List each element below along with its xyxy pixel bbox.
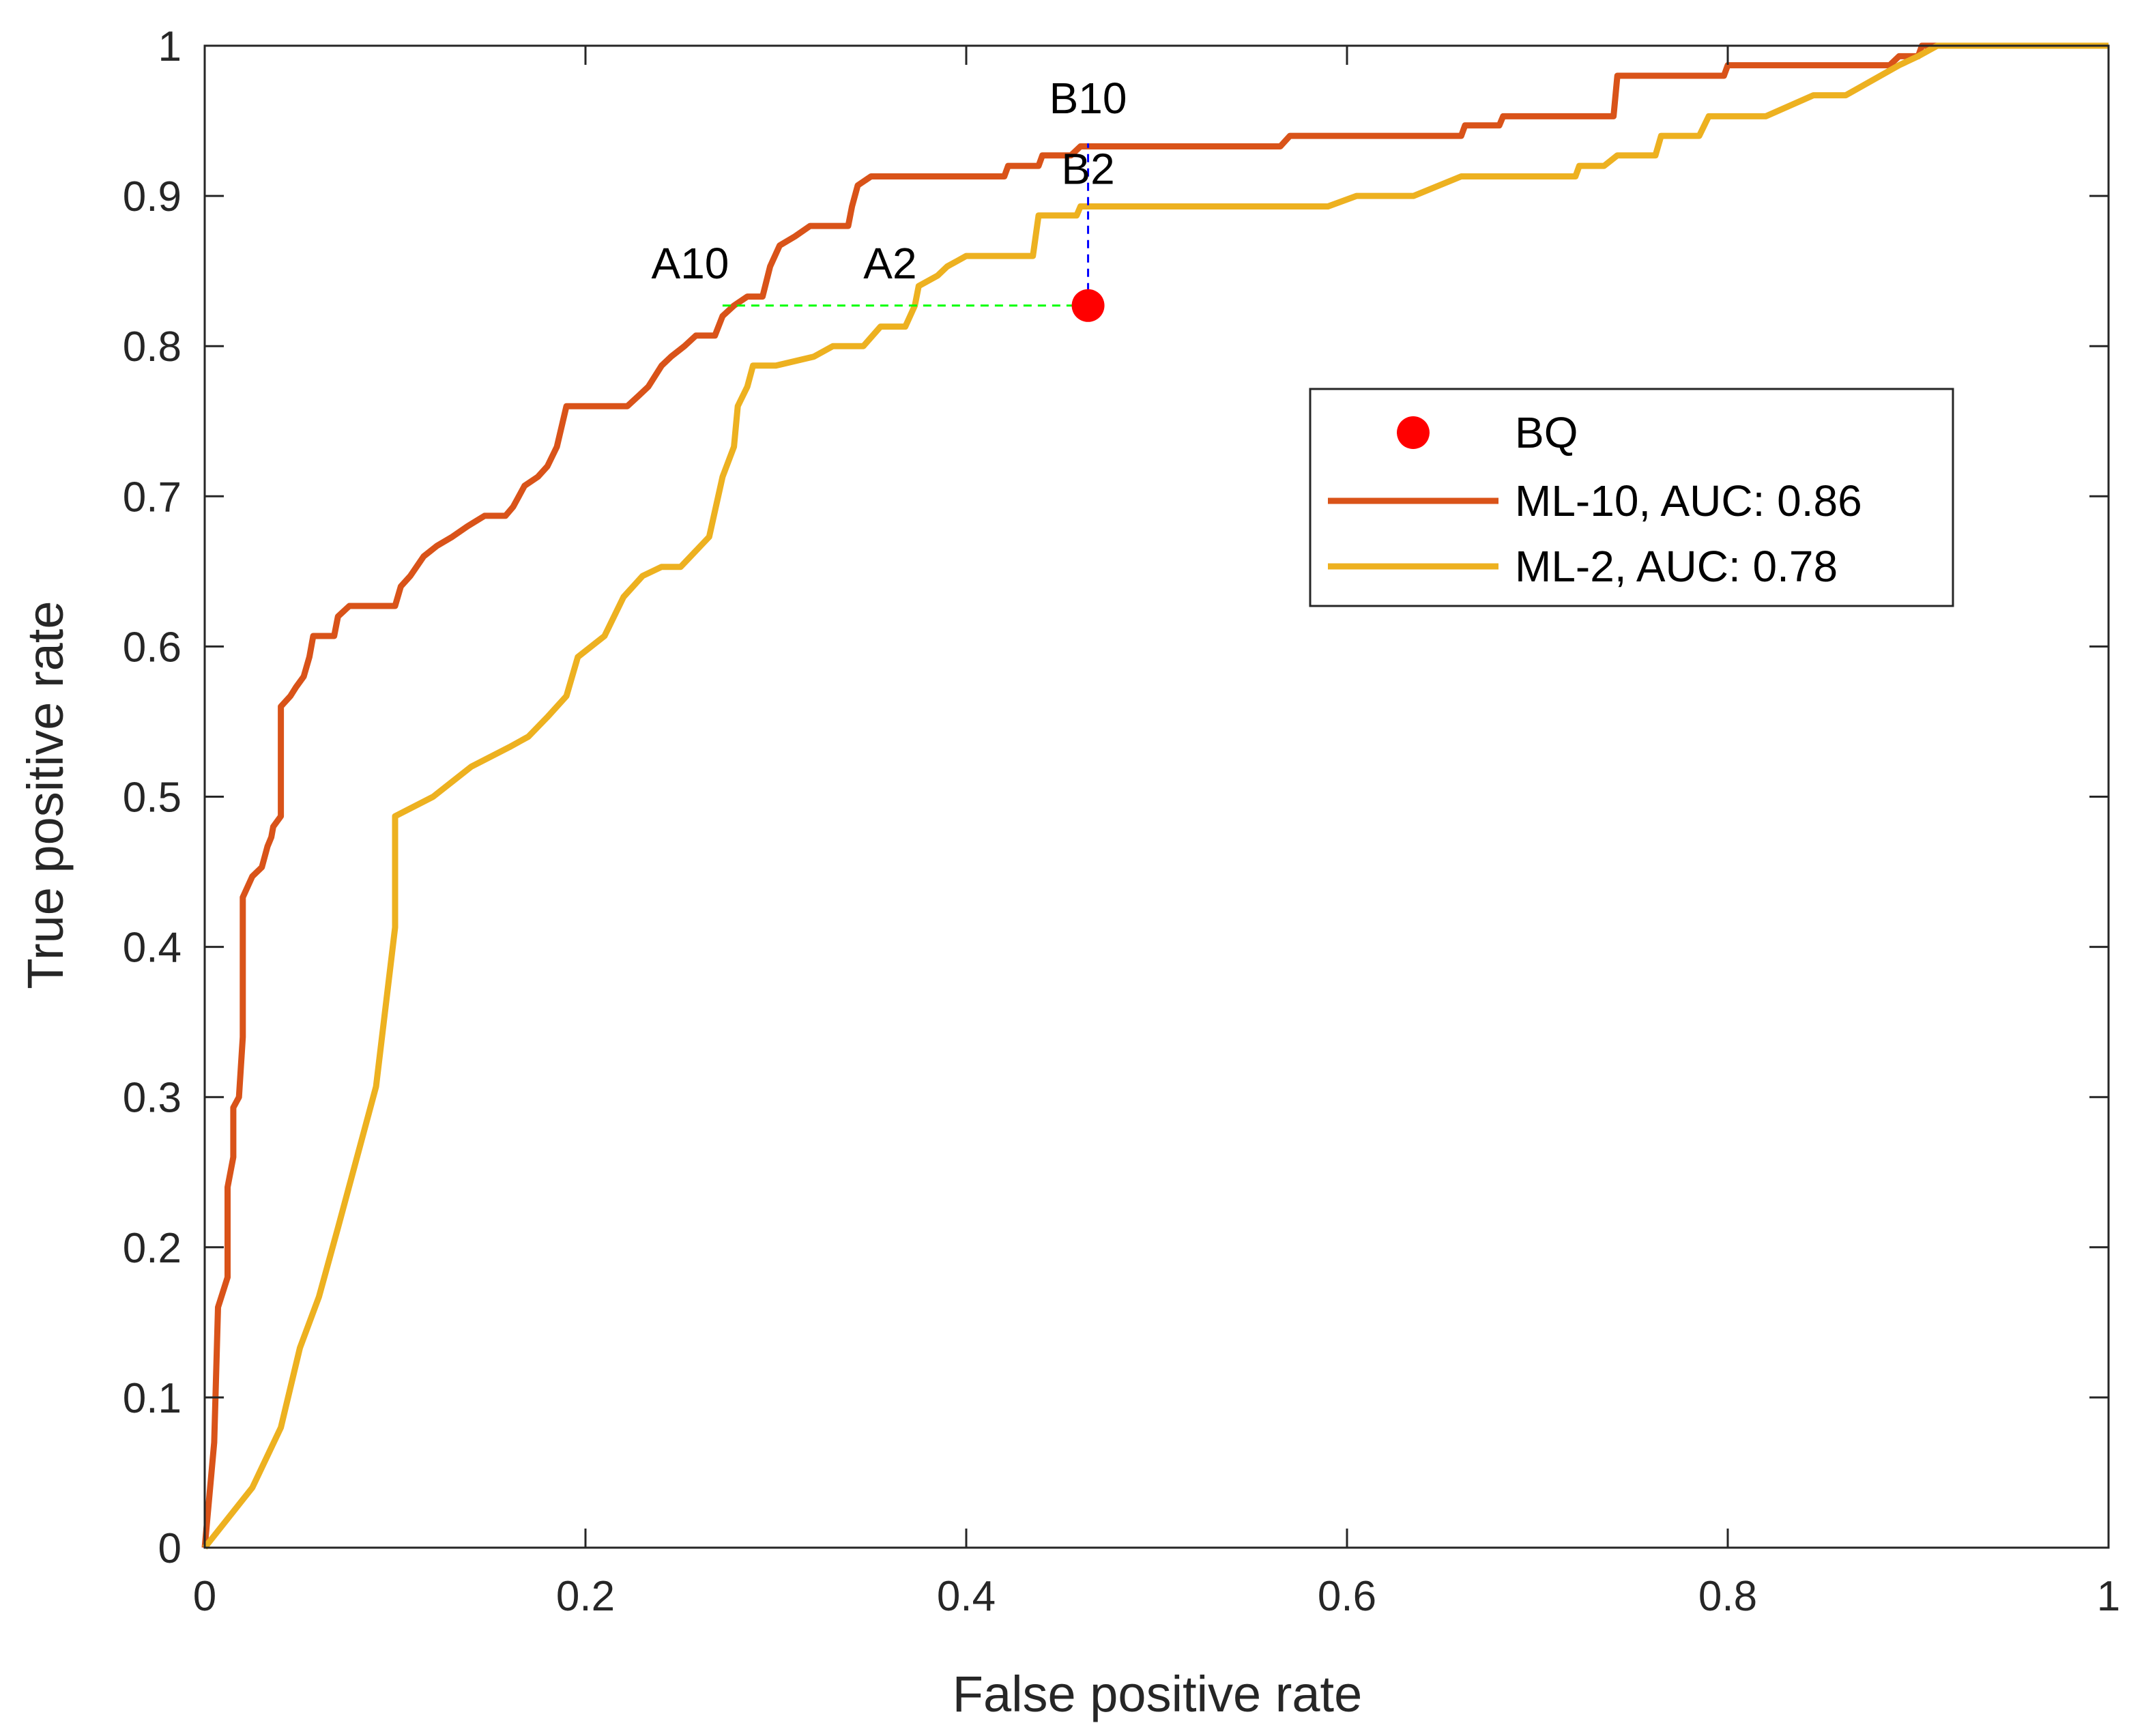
y-axis-label: True positive rate <box>17 601 74 989</box>
x-tick-label: 0 <box>193 1573 216 1620</box>
y-tick-label: 0.7 <box>123 474 182 521</box>
series-line-ml-2 <box>202 42 2109 1550</box>
x-tick-label: 0.8 <box>1698 1573 1757 1620</box>
x-tick-label: 1 <box>2097 1573 2120 1620</box>
annotation-a10: A10 <box>652 239 729 288</box>
y-tick-labels: 0 0.1 0.2 0.3 0.4 0.5 0.6 0.7 0.8 0.9 1 <box>123 23 182 1572</box>
annotation-a2: A2 <box>863 239 916 288</box>
x-tick-label: 0.2 <box>556 1573 615 1620</box>
reference-lines <box>722 143 1090 307</box>
series-line-ml-10 <box>201 42 2109 1548</box>
legend-marker-bq <box>1397 416 1430 449</box>
point-layer <box>1071 289 1105 322</box>
y-tick-label: 0.6 <box>123 624 182 671</box>
annotation-b2: B2 <box>1061 144 1114 193</box>
annotation-layer: A10 A2 B10 B2 <box>652 74 1127 288</box>
y-tick-label: 0.5 <box>123 775 182 822</box>
x-tick-label: 0.6 <box>1318 1573 1376 1620</box>
point-bq <box>1071 289 1105 322</box>
legend-label-ml-2: ML-2, AUC: 0.78 <box>1515 542 1838 591</box>
legend-box <box>1309 388 1954 607</box>
y-tick-label: 0.9 <box>123 173 182 220</box>
y-tick-label: 0.3 <box>123 1075 182 1122</box>
legend-label-ml-10: ML-10, AUC: 0.86 <box>1515 476 1862 525</box>
plot-frame <box>203 44 2110 1549</box>
tick-layer <box>203 44 2110 1549</box>
x-axis-label: False positive rate <box>953 1666 1363 1722</box>
y-tick-label: 0.2 <box>123 1225 182 1272</box>
annotation-b10: B10 <box>1049 74 1127 123</box>
x-tick-label: 0.4 <box>937 1573 996 1620</box>
x-tick-labels: 0 0.2 0.4 0.6 0.8 1 <box>193 1573 2120 1620</box>
y-tick-label: 0.8 <box>123 323 182 371</box>
y-tick-label: 1 <box>158 23 182 70</box>
y-tick-label: 0 <box>158 1525 182 1572</box>
y-tick-label: 0.4 <box>123 925 182 972</box>
series-layer <box>201 42 2109 1550</box>
y-tick-label: 0.1 <box>123 1375 182 1422</box>
legend-label-bq: BQ <box>1515 408 1578 457</box>
legend: BQ ML-10, AUC: 0.86 ML-2, AUC: 0.78 <box>1309 388 1954 607</box>
